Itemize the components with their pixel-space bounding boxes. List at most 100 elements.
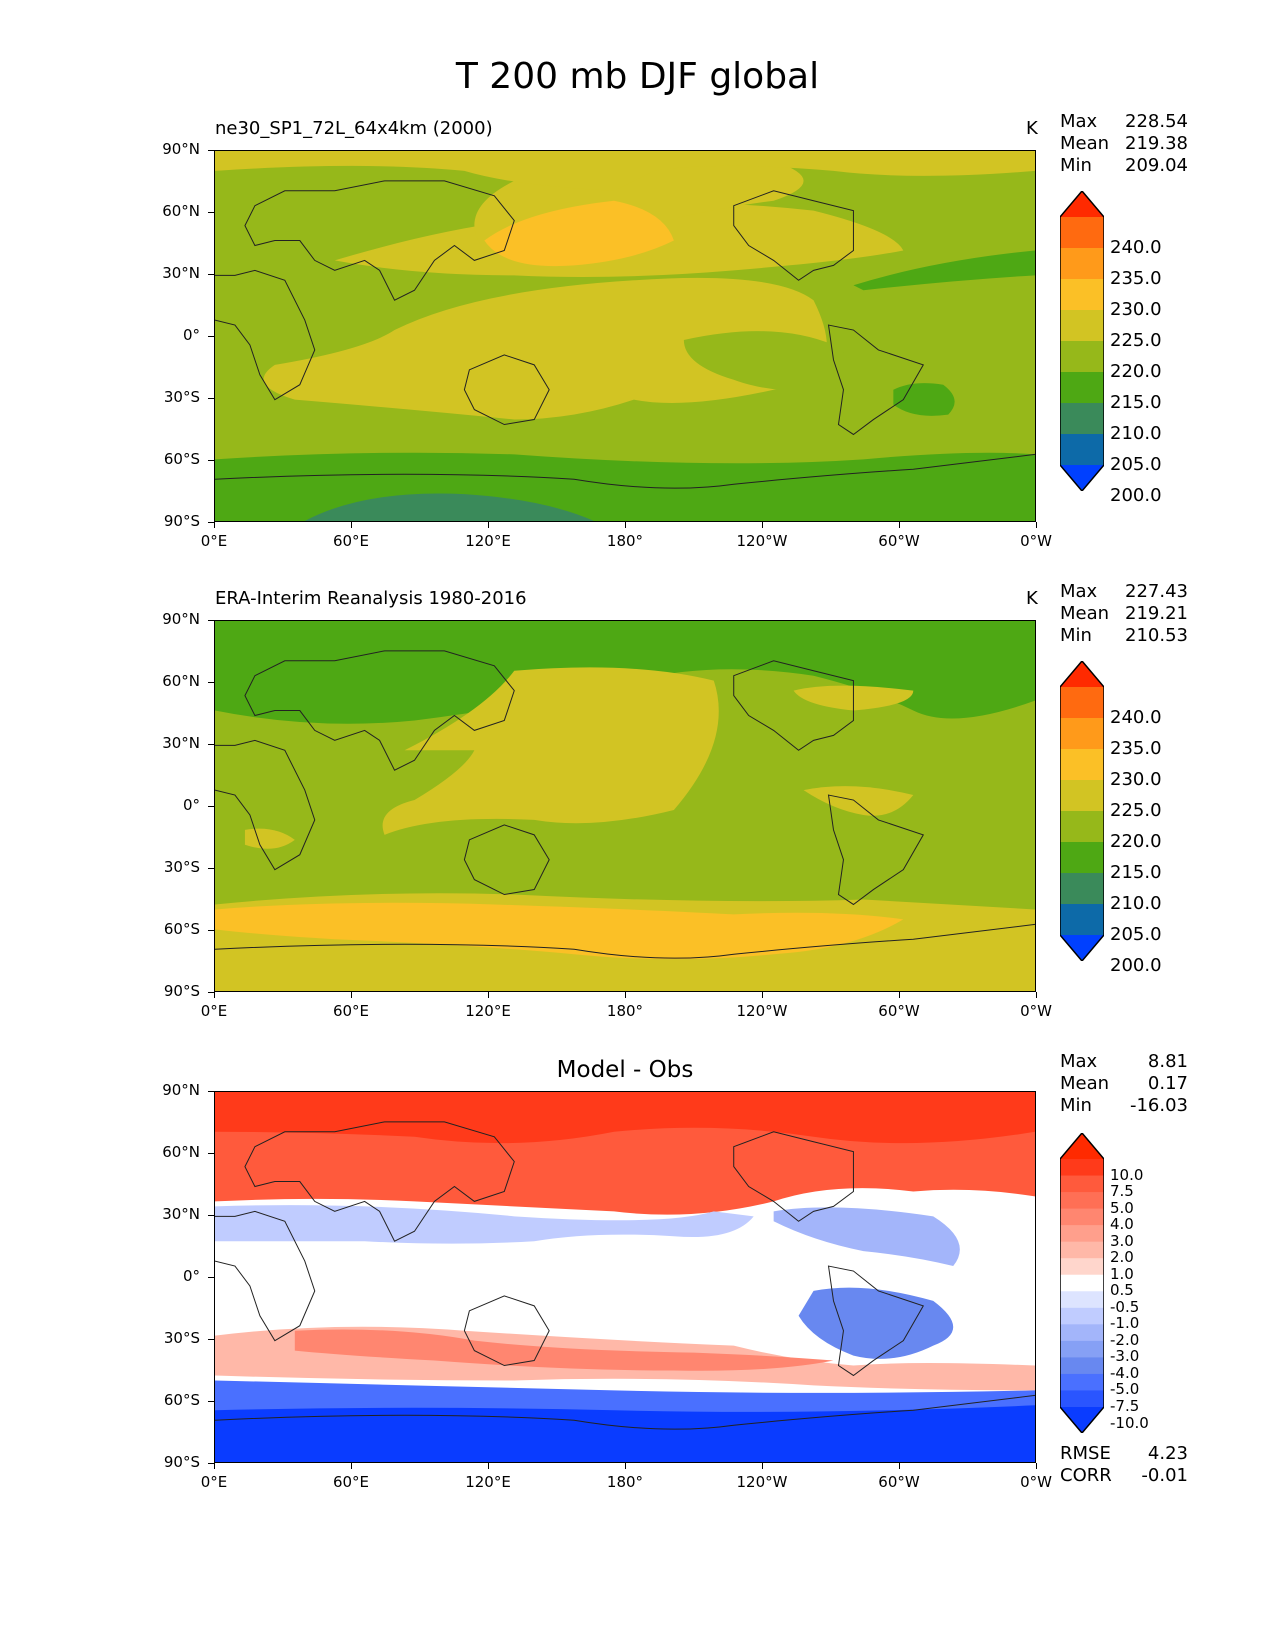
y-tick-label: 30°S (163, 1329, 200, 1347)
south-america-negative (798, 1287, 954, 1359)
colorbar-label: 200.0 (1110, 955, 1162, 976)
colorbar-label: 7.5 (1110, 1182, 1134, 1201)
x-tick (762, 992, 763, 998)
colorbar-label: -10.0 (1110, 1413, 1149, 1432)
x-tick (625, 1463, 626, 1469)
colorbar-segment (1060, 1159, 1104, 1177)
coastlines (215, 650, 1035, 959)
panel2-colorbar (1060, 661, 1104, 961)
stat-value: 219.21 (1125, 603, 1188, 624)
colorbar-label: 235.0 (1110, 268, 1162, 289)
y-tick (208, 682, 214, 683)
north-atlantic-cold (853, 250, 1035, 291)
coastline-eurasia (244, 1121, 515, 1242)
y-tick (208, 1153, 214, 1154)
colorbar-segment (1060, 434, 1104, 466)
x-tick-label: 180° (606, 1473, 644, 1491)
y-tick-label: 0° (182, 326, 200, 344)
x-tick-label: 180° (606, 532, 644, 550)
coastline-africa (215, 269, 316, 401)
y-tick-label: 90°N (162, 610, 200, 628)
y-tick-label: 0° (182, 1267, 200, 1285)
rmse-value: 4.23 (1147, 1443, 1188, 1464)
y-tick-label: 90°N (162, 1081, 200, 1099)
y-tick (208, 930, 214, 931)
colorbar-label: 10.0 (1110, 1165, 1144, 1184)
panel1-colorbar (1060, 191, 1104, 491)
panel2-map (214, 620, 1036, 992)
north-atlantic-negative (773, 1207, 960, 1267)
stat-value: 210.53 (1125, 625, 1188, 646)
stat-label: Max (1060, 111, 1098, 132)
x-tick-label: 60°W (878, 532, 920, 550)
x-tick (1036, 992, 1037, 998)
y-tick (208, 212, 214, 213)
colorbar-label: -4.0 (1110, 1363, 1140, 1382)
y-tick-label: 90°S (163, 512, 200, 530)
panel2-title: ERA-Interim Reanalysis 1980-2016 (215, 588, 527, 609)
colorbar-segment (1060, 1208, 1104, 1226)
coastline-australia (463, 1295, 550, 1367)
colorbar-segment (1060, 1241, 1104, 1259)
colorbar-label: 5.0 (1110, 1198, 1134, 1217)
x-tick (488, 992, 489, 998)
colorbar-label: 225.0 (1110, 330, 1162, 351)
coastline-north-america (733, 660, 854, 751)
x-tick-label: 60°E (332, 532, 370, 550)
stat-label: Max (1060, 1051, 1098, 1072)
y-tick-label: 30°N (162, 1205, 200, 1223)
colorbar-segment (1060, 248, 1104, 280)
y-tick (208, 1215, 214, 1216)
colorbar-segment (1060, 1357, 1104, 1375)
x-tick-label: 180° (606, 1002, 644, 1020)
southern-ocean-maximum (215, 902, 904, 960)
tropical-warm-region (263, 277, 827, 420)
colorbar-segment (1060, 661, 1104, 687)
x-tick (762, 522, 763, 528)
x-tick-label: 0°E (200, 1002, 228, 1020)
x-tick-label: 120°E (465, 1473, 511, 1491)
colorbar-label: 2.0 (1110, 1248, 1134, 1267)
coastline-south-america (827, 1265, 925, 1377)
panel1-units: K (1026, 118, 1038, 139)
stat-label: Mean (1060, 603, 1110, 624)
panel2-units: K (1026, 588, 1038, 609)
colorbar-segment (1060, 403, 1104, 435)
y-tick-label: 0° (182, 796, 200, 814)
colorbar-segment (1060, 749, 1104, 781)
x-tick-label: 60°W (878, 1002, 920, 1020)
y-tick (208, 522, 214, 523)
colorbar-label: 215.0 (1110, 392, 1162, 413)
y-tick-label: 30°N (162, 264, 200, 282)
y-tick-label: 90°S (163, 982, 200, 1000)
colorbar-segment (1060, 1258, 1104, 1276)
colorbar-label: 230.0 (1110, 769, 1162, 790)
colorbar-label: 220.0 (1110, 831, 1162, 852)
y-tick (208, 336, 214, 337)
south-america-warm (803, 786, 914, 816)
x-tick-label: 60°E (332, 1002, 370, 1020)
y-tick-label: 60°N (162, 202, 200, 220)
y-tick (208, 274, 214, 275)
y-tick-label: 30°S (163, 858, 200, 876)
arctic-warm-band (215, 151, 1035, 191)
x-tick (214, 1463, 215, 1469)
panel1-title: ne30_SP1_72L_64x4km (2000) (215, 118, 493, 139)
y-tick-label: 90°N (162, 140, 200, 158)
stat-label: Min (1060, 625, 1092, 646)
corr-label: CORR (1060, 1465, 1112, 1486)
stat-label: Mean (1060, 133, 1110, 154)
panel2-stats: Max 227.43 Mean 219.21 Min 210.53 (1060, 581, 1188, 647)
y-tick (208, 1091, 214, 1092)
colorbar-segment (1060, 718, 1104, 750)
y-tick (208, 398, 214, 399)
colorbar-segment (1060, 811, 1104, 843)
colorbar-label: 4.0 (1110, 1215, 1134, 1234)
stat-value: 227.43 (1125, 581, 1188, 602)
x-tick-label: 120°E (465, 1002, 511, 1020)
y-tick-label: 90°S (163, 1453, 200, 1471)
x-tick (488, 522, 489, 528)
stat-value: 209.04 (1125, 155, 1188, 176)
coastline-australia (463, 354, 550, 426)
x-tick (1036, 522, 1037, 528)
